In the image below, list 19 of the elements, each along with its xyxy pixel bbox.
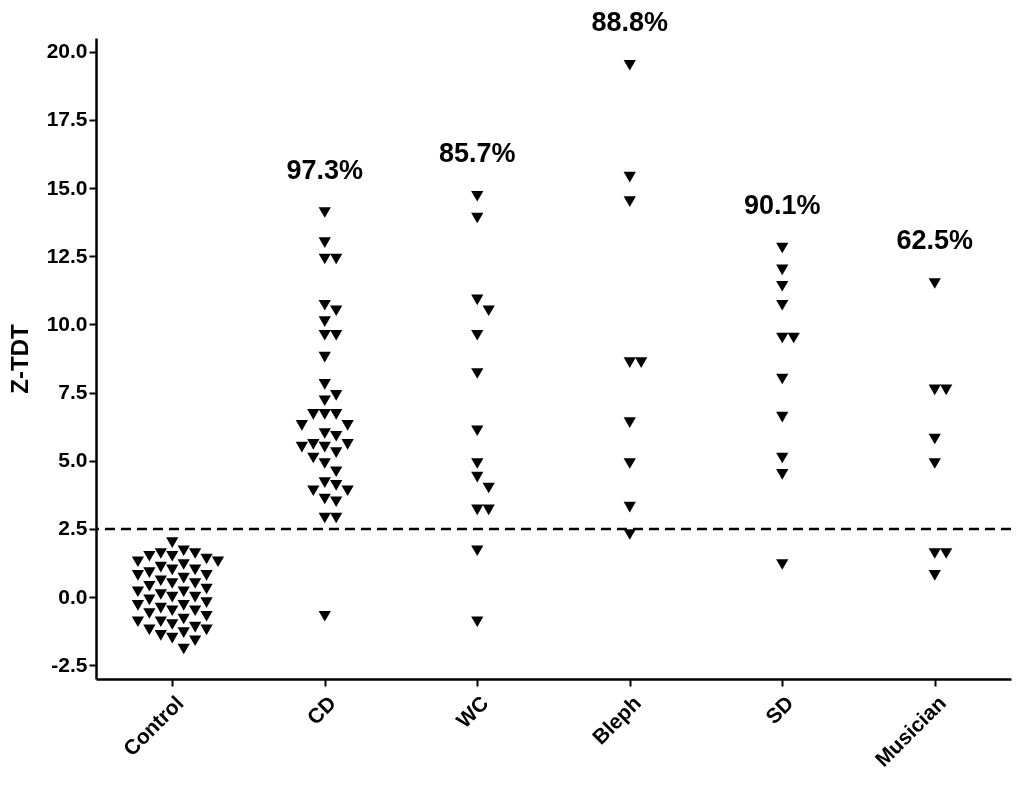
y-tick-label: 12.5 bbox=[46, 243, 88, 267]
y-tick-label: 0.0 bbox=[58, 584, 88, 608]
x-tick-label: WC bbox=[451, 691, 493, 733]
annotation: 97.3% bbox=[286, 154, 364, 185]
text: 88.8% bbox=[591, 7, 669, 38]
x-tick-label: CD bbox=[302, 691, 341, 729]
annotation: 90.1% bbox=[743, 190, 821, 221]
y-tick-label: 20.0 bbox=[46, 39, 88, 63]
y-tick-label: 7.5 bbox=[58, 380, 88, 404]
y-tick-label: 17.5 bbox=[46, 107, 88, 131]
y-tick-label: 15.0 bbox=[46, 175, 88, 199]
y-axis-title: Z-TDT bbox=[5, 324, 33, 394]
y-tick-label: 10.0 bbox=[46, 311, 88, 335]
y-tick-label: 5.0 bbox=[58, 448, 88, 472]
annotation: 62.5% bbox=[896, 225, 974, 256]
annotation: 85.7% bbox=[438, 138, 516, 169]
y-tick-label: -2.5 bbox=[51, 652, 88, 676]
y-tick-label: 2.5 bbox=[58, 516, 88, 540]
x-tick-label: SD bbox=[760, 691, 798, 728]
